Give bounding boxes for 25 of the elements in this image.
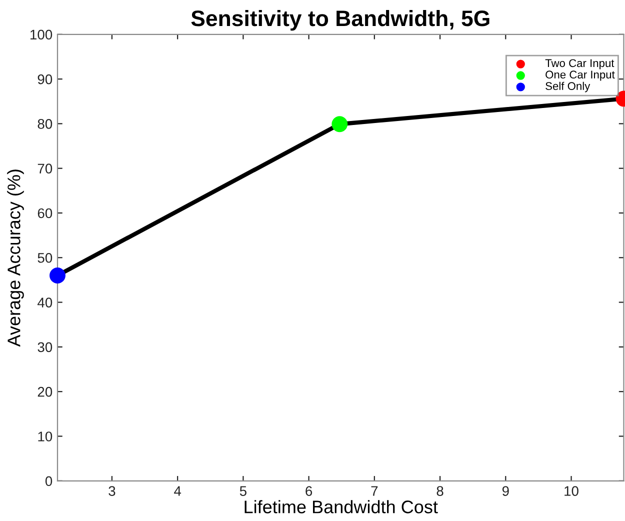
x-tick-label: 7	[371, 486, 378, 496]
legend-label: Self Only	[546, 82, 590, 92]
legend-label: Two Car Input	[545, 59, 614, 70]
y-tick-label: 10	[38, 432, 52, 442]
legend-label: One Car Input	[546, 70, 615, 81]
y-tick-label: 50	[38, 252, 52, 263]
y-tick-label: 70	[38, 164, 52, 174]
y-axis-title: Average Accuracy (%)	[7, 170, 24, 347]
x-axis-title: Lifetime Bandwidth Cost	[244, 500, 438, 514]
y-tick-label: 80	[38, 119, 52, 129]
y-tick-label: 40	[38, 298, 52, 308]
x-tick-label: 8	[436, 486, 444, 496]
y-tick-label: 90	[38, 74, 52, 84]
x-tick-label: 10	[564, 486, 578, 496]
y-tick-label: 30	[38, 342, 52, 352]
y-tick-label: 60	[38, 208, 52, 218]
y-tick-label: 20	[38, 386, 52, 397]
chart-title: Sensitivity to Bandwidth, 5G	[191, 10, 490, 31]
y-tick-label: 100	[30, 30, 52, 40]
x-tick-label: 3	[108, 486, 116, 496]
x-tick-label: 9	[502, 486, 509, 496]
x-tick-label: 6	[306, 486, 312, 496]
y-tick-label: 0	[45, 476, 52, 486]
x-tick-label: 4	[174, 486, 182, 496]
x-tick-label: 5	[240, 486, 246, 496]
